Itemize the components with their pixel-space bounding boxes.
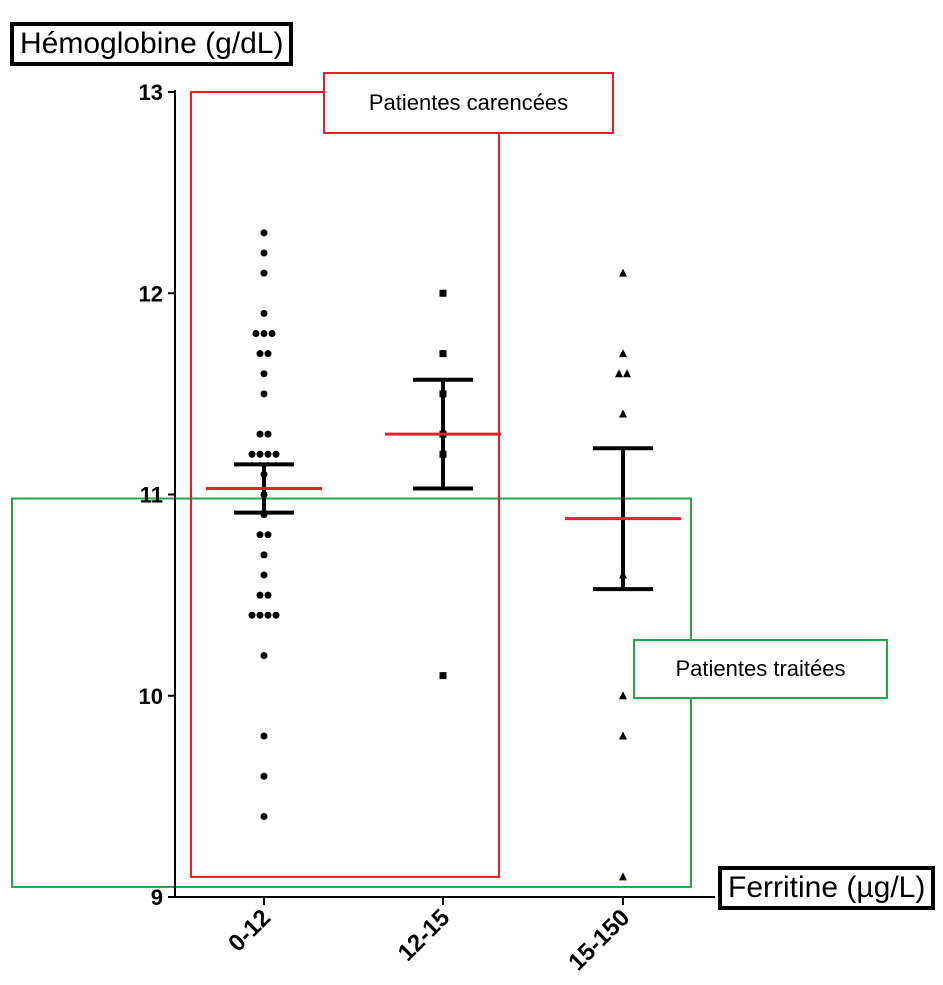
data-point [439,289,447,297]
data-point [264,531,272,539]
data-point [256,430,264,438]
data-point [256,350,264,358]
data-point [619,409,627,418]
data-point [439,672,447,680]
data-point [619,268,627,277]
data-point [260,772,268,780]
data-point [260,732,268,740]
data-point [264,591,272,599]
y-tick-label: 11 [140,483,163,508]
data-point [248,450,256,458]
data-point [619,691,627,700]
data-point [252,330,260,337]
data-point [268,330,276,337]
data-point [256,591,264,599]
data-point [260,551,268,559]
data-point [260,249,268,257]
y-tick-label: 10 [139,684,163,709]
x-tick-label: 12-15 [393,904,456,967]
data-point [260,229,268,237]
data-point [260,652,268,659]
y-tick-label: 13 [139,80,163,105]
data-point [272,611,280,619]
data-point [619,731,627,740]
data-point [439,350,447,358]
y-tick-label: 9 [151,885,163,910]
data-point [256,450,264,458]
data-point [615,369,623,378]
data-point [264,350,272,358]
data-point [260,330,268,337]
data-point [260,813,268,820]
traitees-annotation: Patientes traitées [633,639,888,699]
y-tick-label: 12 [139,281,163,306]
data-point [256,611,264,619]
data-point [260,370,268,378]
traitees-region [11,497,692,888]
carencees-annotation: Patientes carencées [323,72,614,134]
x-axis-label: Ferritine (µg/L) [718,866,936,910]
data-point [264,450,272,458]
data-point [619,349,627,358]
data-point [619,872,627,881]
data-point [248,611,256,619]
x-tick-label: 0-12 [223,904,276,957]
data-point [260,269,268,277]
data-point [260,390,268,398]
carencees-region [190,91,500,878]
data-point [264,430,272,438]
data-point [260,571,268,579]
data-point [623,369,631,378]
data-point [272,450,280,458]
x-tick-label: 15-150 [563,904,635,976]
data-point [264,611,272,619]
data-point [256,531,264,539]
y-axis-label: Hémoglobine (g/dL) [10,22,294,66]
data-point [260,309,268,317]
